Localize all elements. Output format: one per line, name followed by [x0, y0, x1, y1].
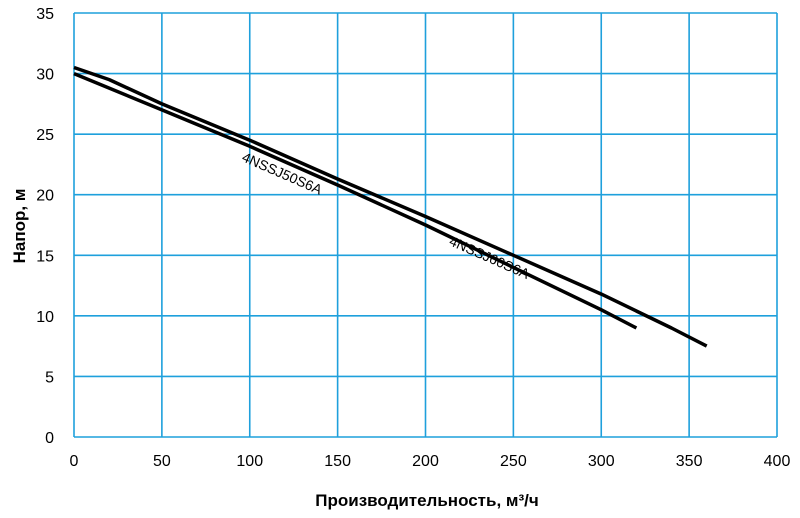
x-tick-label: 250: [500, 453, 527, 470]
x-tick-label: 400: [764, 453, 791, 470]
y-tick-label: 15: [36, 248, 54, 265]
x-axis-title: Производительность, м³/ч: [315, 491, 538, 510]
series-line-4NSSJ60S6A: [73, 65, 708, 348]
x-tick-label: 300: [588, 453, 615, 470]
x-tick-label: 350: [676, 453, 703, 470]
y-tick-label: 30: [36, 67, 54, 84]
x-tick-label: 0: [70, 453, 79, 470]
grid: [73, 12, 778, 438]
series-lines: [73, 65, 708, 348]
x-tick-label: 100: [236, 453, 263, 470]
x-tick-label: 200: [412, 453, 439, 470]
series-line-4NSSJ50S6A: [73, 71, 638, 330]
y-tick-labels: 0 5 10 15 20 25 30 35: [36, 6, 54, 447]
x-tick-labels: 0 50 100 150 200 250 300 350 400: [70, 453, 791, 470]
y-tick-label: 25: [36, 127, 54, 144]
y-tick-label: 10: [36, 309, 54, 326]
x-tick-label: 50: [153, 453, 171, 470]
y-tick-label: 20: [36, 188, 54, 205]
y-axis-title: Напор, м: [10, 189, 29, 264]
y-tick-label: 5: [45, 369, 54, 386]
y-tick-label: 35: [36, 6, 54, 23]
y-tick-label: 0: [45, 430, 54, 447]
x-tick-label: 150: [324, 453, 351, 470]
